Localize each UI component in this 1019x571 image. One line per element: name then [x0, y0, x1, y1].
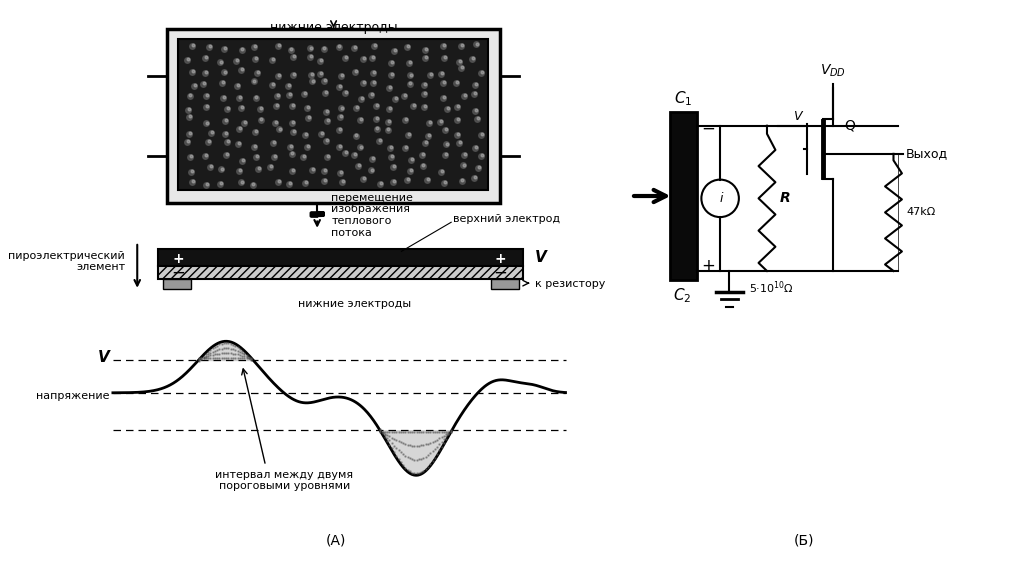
Bar: [490, 279, 518, 289]
Text: $C_2$: $C_2$: [672, 286, 690, 305]
Text: интервал между двумя
пороговыми уровнями: интервал между двумя пороговыми уровнями: [215, 469, 354, 491]
Bar: [158, 266, 523, 279]
Text: i: i: [718, 192, 722, 205]
Bar: [167, 29, 499, 203]
Text: $V_{DD}$: $V_{DD}$: [818, 62, 845, 79]
Text: V: V: [534, 250, 546, 266]
Bar: [158, 250, 523, 266]
Text: −: −: [171, 264, 185, 282]
Text: нижние электроды: нижние электроды: [269, 21, 397, 34]
Text: +: +: [493, 252, 505, 266]
Text: −: −: [701, 119, 714, 138]
Text: 47kΩ: 47kΩ: [906, 207, 935, 218]
Text: (Б): (Б): [794, 534, 814, 548]
Text: V: V: [97, 349, 109, 365]
Text: пироэлектрический
элемент: пироэлектрический элемент: [8, 251, 125, 272]
Bar: [669, 112, 696, 280]
Text: Q: Q: [843, 119, 854, 132]
Text: к резистору: к резистору: [534, 279, 604, 289]
Text: нижние электроды: нижние электроды: [298, 299, 411, 309]
Text: +: +: [701, 258, 714, 275]
Bar: [162, 279, 191, 289]
Text: перемещение
изображения
теплового
потока: перемещение изображения теплового потока: [331, 193, 413, 238]
Text: V: V: [792, 110, 801, 123]
Text: R: R: [780, 191, 790, 206]
Text: Выход: Выход: [905, 147, 947, 160]
Text: (А): (А): [325, 534, 345, 548]
Text: $C_1$: $C_1$: [674, 89, 692, 108]
Text: верхний электрод: верхний электрод: [452, 215, 559, 224]
Text: 5·10$^{10}$Ω: 5·10$^{10}$Ω: [749, 280, 793, 296]
Text: напряжение: напряжение: [36, 391, 109, 401]
Bar: [178, 39, 487, 190]
Text: +: +: [172, 252, 184, 266]
Text: −: −: [492, 264, 506, 282]
